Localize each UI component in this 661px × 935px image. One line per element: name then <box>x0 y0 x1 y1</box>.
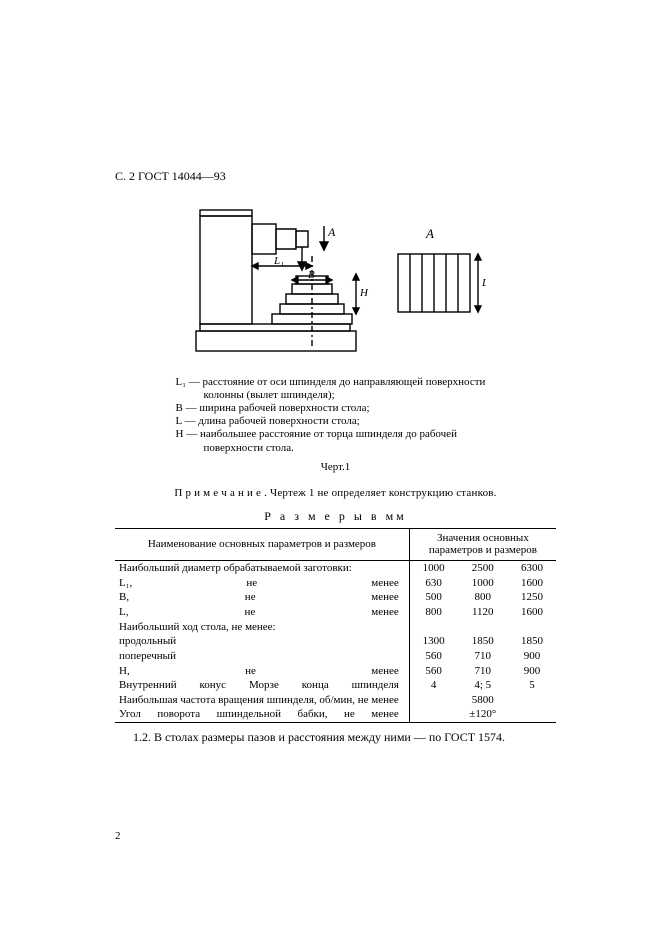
th-names: Наименование основных параметров и разме… <box>115 528 409 560</box>
legend-h: H — наибольшее расстояние от торца шпинд… <box>176 428 496 454</box>
param-name: поперечный <box>115 649 409 664</box>
param-value <box>409 620 457 635</box>
param-value: 1300 <box>409 634 457 649</box>
th-values: Значения основных параметров и размеров <box>409 528 556 560</box>
svg-text:L: L <box>481 277 486 289</box>
param-value: 1850 <box>508 634 556 649</box>
table-row: Угол поворота шпиндельной бабки, не мене… <box>115 707 556 722</box>
param-value: 4; 5 <box>457 678 508 693</box>
param-value: 500 <box>409 590 457 605</box>
legend-l1: L₁ — расстояние от оси шпинделя до напра… <box>176 376 496 402</box>
param-name: Внутренний конус Морзе конца шпинделя <box>115 678 409 693</box>
param-value <box>409 707 457 722</box>
param-name: Угол поворота шпиндельной бабки, не мене… <box>115 707 409 722</box>
table-title: Р а з м е р ы в мм <box>115 510 556 524</box>
table-row: поперечный560710900 <box>115 649 556 664</box>
param-value: 800 <box>409 605 457 620</box>
param-value: 5 <box>508 678 556 693</box>
param-value: 2500 <box>457 561 508 576</box>
param-name: продольный <box>115 634 409 649</box>
svg-text:H: H <box>359 287 369 299</box>
param-name: Наибольший диаметр обрабатываемой загото… <box>115 561 409 576</box>
param-value: 710 <box>457 649 508 664</box>
svg-text:L₁: L₁ <box>273 255 284 267</box>
param-value: ±120° <box>457 707 508 722</box>
param-value: 1250 <box>508 590 556 605</box>
param-name: Наибольший ход стола, не менее: <box>115 620 409 635</box>
param-value: 560 <box>409 649 457 664</box>
param-value <box>508 707 556 722</box>
param-value: 1120 <box>457 605 508 620</box>
page-number: 2 <box>115 830 121 843</box>
param-value <box>457 620 508 635</box>
figure-label: Черт.1 <box>115 461 556 474</box>
param-value <box>508 693 556 708</box>
figure-legend: L₁ — расстояние от оси шпинделя до напра… <box>176 376 496 455</box>
table-row: Внутренний конус Морзе конца шпинделя44;… <box>115 678 556 693</box>
param-value: 1600 <box>508 576 556 591</box>
param-value <box>508 620 556 635</box>
table-row: L₁, не менее63010001600 <box>115 576 556 591</box>
param-value: 1000 <box>409 561 457 576</box>
param-name: L, не менее <box>115 605 409 620</box>
figure-drawing: A L₁ B <box>115 196 556 474</box>
param-value: 1000 <box>457 576 508 591</box>
table-row: B, не менее5008001250 <box>115 590 556 605</box>
param-value: 1600 <box>508 605 556 620</box>
param-value: 560 <box>409 664 457 679</box>
table-row: L, не менее80011201600 <box>115 605 556 620</box>
page-header: С. 2 ГОСТ 14044—93 <box>115 170 556 184</box>
param-value: 710 <box>457 664 508 679</box>
param-value <box>409 693 457 708</box>
param-value: 900 <box>508 649 556 664</box>
param-value: 800 <box>457 590 508 605</box>
param-value: 5800 <box>457 693 508 708</box>
table-row: Наибольший ход стола, не менее: <box>115 620 556 635</box>
param-name: B, не менее <box>115 590 409 605</box>
table-row: Наибольший диаметр обрабатываемой загото… <box>115 561 556 576</box>
legend-l: L — длина рабочей поверхности стола; <box>176 415 496 428</box>
param-name: H, не менее <box>115 664 409 679</box>
param-value: 900 <box>508 664 556 679</box>
param-value: 6300 <box>508 561 556 576</box>
machine-drawing-svg: A L₁ B <box>186 196 486 366</box>
svg-text:A: A <box>327 225 336 239</box>
note-text: П р и м е ч а н и е . Чертеж 1 не опреде… <box>115 487 556 500</box>
parameters-table: Наименование основных параметров и разме… <box>115 528 556 723</box>
svg-text:A: A <box>425 226 434 241</box>
legend-b: B — ширина рабочей поверхности стола; <box>176 402 496 415</box>
table-row: H, не менее560710900 <box>115 664 556 679</box>
table-body: Наибольший диаметр обрабатываемой загото… <box>115 561 556 723</box>
param-name: Наибольшая частота вращения шпинделя, об… <box>115 693 409 708</box>
param-value: 4 <box>409 678 457 693</box>
param-value: 1850 <box>457 634 508 649</box>
table-row: Наибольшая частота вращения шпинделя, об… <box>115 693 556 708</box>
paragraph-1-2: 1.2. В столах размеры пазов и расстояния… <box>115 731 556 745</box>
page: С. 2 ГОСТ 14044—93 A <box>0 0 661 935</box>
param-value: 630 <box>409 576 457 591</box>
svg-text:B: B <box>308 269 315 281</box>
param-name: L₁, не менее <box>115 576 409 591</box>
table-row: продольный130018501850 <box>115 634 556 649</box>
